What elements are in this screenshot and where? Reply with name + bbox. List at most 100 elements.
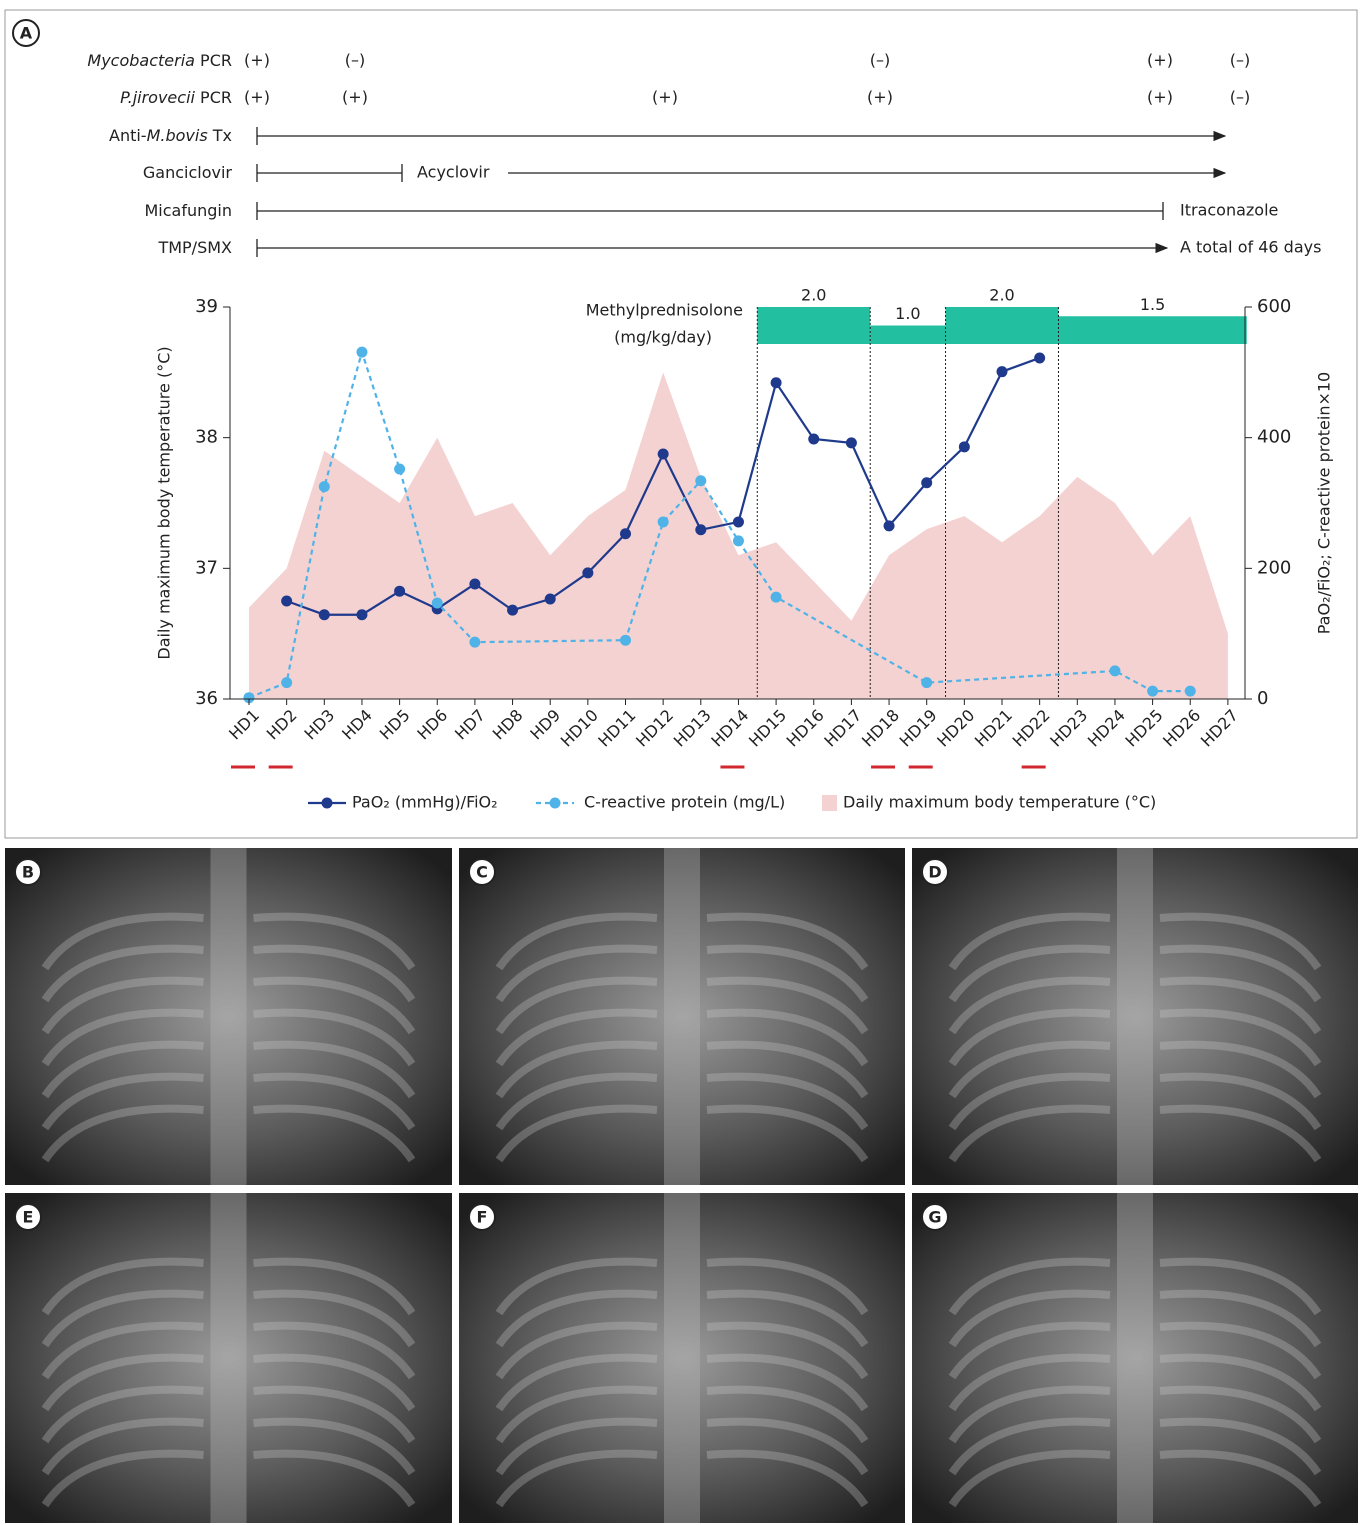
series-marker [921, 677, 932, 688]
test-result: (+) [342, 88, 368, 107]
x-tick-label: HD10 [557, 706, 602, 751]
xray-spine [211, 1193, 247, 1523]
test-result: (+) [1147, 88, 1173, 107]
series-marker [658, 516, 669, 527]
panel-letter: D [928, 863, 941, 882]
test-result: (+) [1147, 51, 1173, 70]
series-marker [394, 464, 405, 475]
series-marker [356, 347, 367, 358]
legend-label: Daily maximum body temperature (°C) [843, 793, 1156, 812]
x-tick-label: HD21 [971, 706, 1016, 751]
x-tick-label: HD25 [1122, 706, 1167, 751]
steroid-bar [1058, 316, 1246, 344]
test-result: (+) [652, 88, 678, 107]
series-marker [281, 677, 292, 688]
y-tick-label: 39 [195, 296, 218, 317]
series-marker [432, 597, 443, 608]
series-marker [733, 516, 744, 527]
row-label: TMP/SMX [157, 238, 232, 257]
series-marker [582, 567, 593, 578]
xray-spine [664, 1193, 700, 1523]
figure: AMycobacteria PCR(+)(–)(–)(+)(–)P.jirove… [0, 0, 1363, 1525]
steroid-bar [946, 307, 1059, 344]
x-tick-label: HD14 [707, 706, 752, 751]
series-marker [620, 528, 631, 539]
series-marker [959, 441, 970, 452]
panel-letter: B [22, 863, 34, 882]
series-marker [319, 609, 330, 620]
steroid-dose: 1.0 [895, 304, 920, 323]
series-marker [846, 437, 857, 448]
row-label: Ganciclovir [143, 163, 233, 182]
x-tick-label: HD18 [858, 706, 903, 751]
xray-spine [1117, 1193, 1153, 1523]
series-marker [1034, 352, 1045, 363]
series-marker [733, 535, 744, 546]
steroid-label: Methylprednisolone [586, 301, 743, 320]
legend-swatch [822, 795, 837, 811]
y-tick-label: 38 [195, 427, 218, 448]
y2-tick-label: 600 [1257, 296, 1291, 317]
y2-tick-label: 200 [1257, 557, 1291, 578]
series-marker [771, 377, 782, 388]
steroid-bar [757, 307, 870, 344]
steroid-bar [870, 326, 945, 345]
panel-letter: E [23, 1208, 34, 1227]
series-marker [997, 366, 1008, 377]
series-marker [356, 609, 367, 620]
x-tick-label: HD4 [338, 706, 376, 744]
series-marker [771, 592, 782, 603]
series-marker [319, 481, 330, 492]
y2-tick-label: 400 [1257, 427, 1291, 448]
row-label-part: Micafungin [144, 201, 232, 220]
series-marker [507, 605, 518, 616]
panel-letter: F [477, 1208, 488, 1227]
row-label: Mycobacteria PCR [87, 51, 232, 70]
x-tick-label: HD20 [933, 706, 978, 751]
x-tick-label: HD12 [632, 706, 677, 751]
x-tick-label: HD22 [1009, 706, 1054, 751]
legend-label: C-reactive protein (mg/L) [584, 793, 785, 812]
panel-letter: G [928, 1208, 941, 1227]
row-label-part: TMP/SMX [157, 238, 232, 257]
series-marker [1185, 686, 1196, 697]
row-note: A total of 46 days [1180, 238, 1321, 257]
x-tick-label: HD11 [594, 706, 639, 751]
steroid-dose: 2.0 [801, 286, 826, 305]
xray-spine [1117, 848, 1153, 1185]
x-tick-label: HD13 [670, 706, 715, 751]
series-marker [469, 637, 480, 648]
x-tick-label: HD8 [489, 706, 527, 744]
x-tick-label: HD15 [745, 706, 790, 751]
legend-label: PaO₂ (mmHg)/FiO₂ [352, 793, 498, 812]
row-label: Anti-M.bovis Tx [109, 126, 232, 145]
y-tick-label: 37 [195, 557, 218, 578]
row-label-part: P.jirovecii [120, 88, 195, 107]
x-tick-label: HD24 [1084, 706, 1129, 751]
panel-letter: C [476, 863, 488, 882]
series-marker [695, 475, 706, 486]
steroid-dose: 1.5 [1140, 295, 1165, 314]
series-marker [1109, 665, 1120, 676]
series-marker [545, 594, 556, 605]
series-marker [658, 449, 669, 460]
x-tick-label: HD26 [1159, 706, 1204, 751]
series-marker [1147, 686, 1158, 697]
row-label: Micafungin [144, 201, 232, 220]
legend-marker [550, 798, 561, 809]
row-label-part: Tx [208, 126, 232, 145]
test-result: (–) [1230, 51, 1250, 70]
series-marker [884, 520, 895, 531]
panel-letter: A [20, 24, 33, 43]
series-marker [281, 596, 292, 607]
row-label-part: Mycobacteria [87, 51, 195, 70]
series-marker [469, 579, 480, 590]
x-tick-label: HD7 [451, 706, 489, 744]
legend-marker [322, 798, 333, 809]
x-tick-label: HD19 [896, 706, 941, 751]
steroid-unit: (mg/kg/day) [614, 328, 712, 347]
series-marker [921, 477, 932, 488]
row-label-part: PCR [195, 88, 232, 107]
x-tick-label: HD23 [1046, 706, 1091, 751]
test-result: (+) [244, 88, 270, 107]
